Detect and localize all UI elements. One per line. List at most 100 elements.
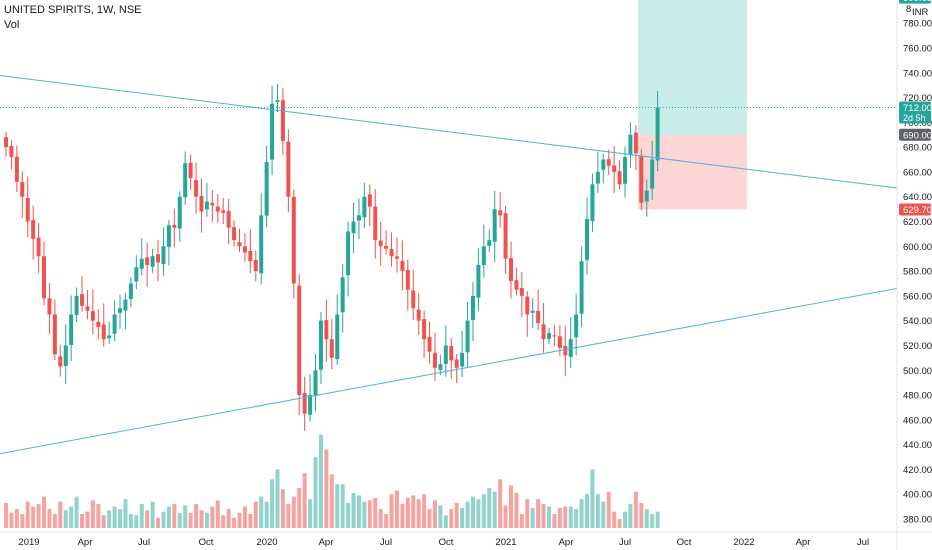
- candle-body: [313, 370, 318, 396]
- volume-bar: [346, 502, 351, 528]
- candle-body: [308, 395, 313, 415]
- volume-bar: [210, 506, 215, 528]
- candle-body: [498, 210, 503, 216]
- volume-bar: [264, 501, 269, 528]
- candle-body: [183, 163, 188, 198]
- position-zones[interactable]: [638, 0, 747, 210]
- candle-body: [215, 206, 220, 212]
- volume-bar: [487, 488, 492, 528]
- trendline: [0, 287, 898, 455]
- candle-body: [242, 246, 247, 253]
- symbol-title[interactable]: UNITED SPIRITS, 1W, NSE: [4, 4, 142, 16]
- candle-body: [432, 352, 437, 368]
- volume-bar: [617, 519, 622, 528]
- candle-body: [194, 180, 199, 197]
- price-tag: [899, 0, 931, 4]
- time-tick-label: 2020: [256, 537, 277, 548]
- price-axis[interactable]: 380.00 400.00 420.00 440.00 460.00 480.00 500.…: [896, 0, 932, 550]
- candle-body: [302, 393, 307, 414]
- volume-bar: [47, 509, 52, 528]
- candle-body: [427, 336, 432, 352]
- volume-bar: [465, 501, 470, 528]
- candle-body: [557, 336, 562, 348]
- volume-bar: [14, 509, 19, 528]
- candle-body: [503, 213, 508, 259]
- candle-body: [259, 215, 264, 274]
- candle-body: [579, 261, 584, 314]
- price-tick-label: 460.00: [903, 415, 932, 426]
- volume-indicator-label[interactable]: Vol: [4, 19, 20, 31]
- volume-bar: [498, 479, 503, 528]
- volume-bar: [470, 496, 475, 528]
- candle-body: [411, 290, 416, 309]
- currency-label: INR: [912, 7, 929, 18]
- volume-bar: [302, 473, 307, 528]
- volume-bar: [156, 517, 161, 528]
- candle-body: [530, 310, 535, 313]
- candle-body: [177, 196, 182, 229]
- volume-bar: [460, 507, 465, 528]
- volume-bar: [438, 505, 443, 528]
- price-tag-label: 690.00: [903, 130, 932, 141]
- volume-bar: [85, 511, 90, 528]
- candle-body: [514, 280, 519, 290]
- volume-bar: [248, 514, 253, 528]
- volume-bar: [101, 515, 106, 528]
- volume-bar: [139, 504, 144, 528]
- volume-bar: [384, 514, 389, 528]
- volume-bar: [541, 504, 546, 528]
- price-tick-label: 600.00: [903, 242, 932, 253]
- volume-bar: [655, 511, 660, 528]
- volume-bar: [96, 504, 101, 528]
- price-tick-label: 500.00: [903, 366, 932, 377]
- candle-body: [574, 314, 579, 338]
- candle-body: [590, 184, 595, 222]
- volume-bar: [4, 502, 8, 528]
- volume-bar: [400, 504, 405, 528]
- price-tag-label: 712.00: [903, 103, 932, 114]
- candle-body: [107, 335, 112, 339]
- time-axis[interactable]: 2019 Apr Jul Oct 2020 Apr Jul Oct 2021 Apr Jul Oct 2…: [0, 531, 932, 548]
- volume-bar: [405, 497, 410, 528]
- volume-bar: [492, 491, 497, 528]
- candle-body: [552, 335, 557, 337]
- volume-bar: [373, 497, 378, 528]
- candle-body: [128, 283, 133, 299]
- trendlines[interactable]: [0, 74, 898, 456]
- volume-bar: [454, 502, 459, 528]
- candlesticks: [4, 84, 660, 431]
- candle-body: [118, 308, 123, 313]
- volume-bar: [519, 514, 524, 528]
- candle-body: [150, 256, 155, 267]
- candle-body: [90, 311, 95, 321]
- volume-bar: [112, 506, 117, 528]
- candle-body: [628, 134, 633, 155]
- price-tick-label: 400.00: [903, 490, 932, 501]
- time-tick-label: Jul: [857, 537, 869, 548]
- candle-body: [438, 364, 443, 370]
- candle-body: [329, 339, 334, 358]
- volume-bar: [612, 511, 617, 528]
- candle-body: [633, 132, 638, 154]
- candle-body: [237, 242, 242, 247]
- candle-body: [172, 224, 177, 228]
- price-tick-label: 620.00: [903, 217, 932, 228]
- candle-body: [324, 320, 329, 340]
- candle-body: [20, 182, 25, 197]
- stop-zone: [638, 134, 747, 210]
- candle-body: [85, 306, 90, 311]
- price-tick-label: 720.00: [903, 93, 932, 104]
- candle-body: [210, 202, 215, 206]
- candle-body: [9, 145, 14, 158]
- volume-bar: [318, 434, 323, 528]
- price-tick-label: 660.00: [903, 167, 932, 178]
- candle-body: [362, 196, 367, 218]
- volume-bar: [606, 491, 611, 528]
- volume-bar: [226, 509, 231, 528]
- time-tick-label: Jul: [619, 537, 631, 548]
- price-tag-countdown: 2d 5h: [903, 113, 926, 123]
- candle-body: [460, 352, 465, 367]
- volume-bar: [378, 509, 383, 528]
- volume-bar: [237, 512, 242, 528]
